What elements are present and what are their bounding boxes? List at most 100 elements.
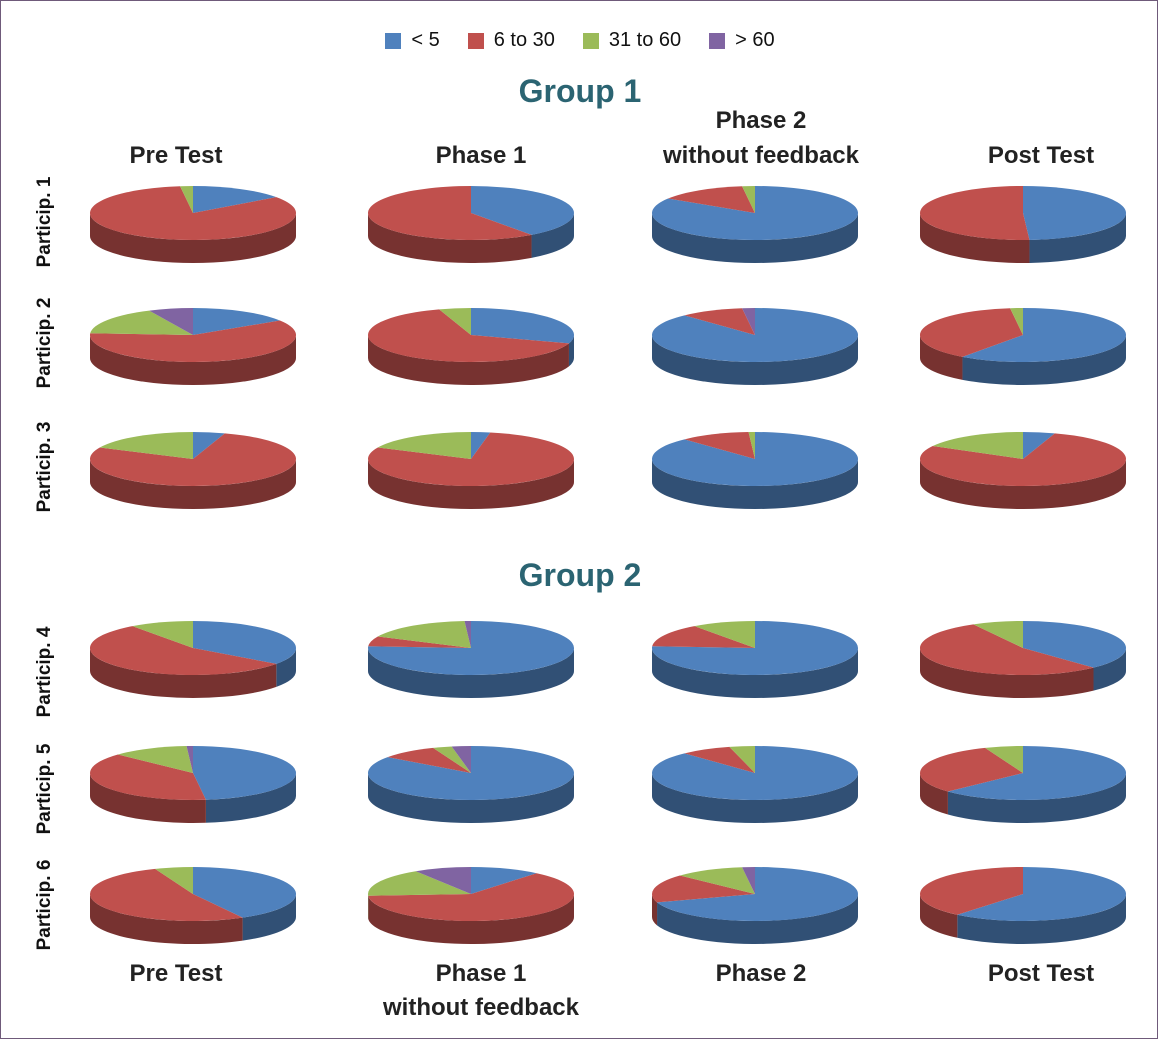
pie-slice-lt5 [471,432,491,459]
legend-swatch [709,32,726,49]
pie-chart [919,432,1126,509]
legend-swatch [385,32,402,49]
pie-side-lt5 [242,894,296,941]
pie-slice-lt5 [657,867,858,922]
pie-chart [89,621,296,698]
pie-chart [652,308,858,385]
column-header-phase-2-note: without feedback [662,142,860,169]
pie-side-lt5 [657,894,858,945]
pie-slice-6to30 [652,875,755,903]
pie-slice-lt5 [193,432,225,459]
pie-slice-lt5 [193,867,297,918]
pie-side-lt5 [531,213,574,258]
pie-side-lt5 [1093,648,1126,691]
pie-slice-lt5 [652,746,859,800]
pie-side-lt5 [205,773,296,823]
pie-side-lt5 [652,335,858,385]
pie-slice-31to60 [932,432,1023,459]
pie-chart [368,746,575,823]
pie-slice-31to60 [1010,308,1023,335]
pie-side-lt5 [652,459,858,509]
pie-slice-6to30 [90,868,243,921]
pie-slice-lt5 [471,186,574,235]
group-1-title: Group 1 [518,73,642,109]
pie-chart [919,186,1126,263]
pie-side-lt5 [1029,213,1126,263]
pie-side-6to30 [90,648,277,698]
pie-slice-6to30 [90,433,297,486]
pie-side-lt5 [962,335,1126,385]
pie-side-6to30 [368,459,574,509]
column-header-phase-1: Phase 1 [435,142,527,169]
pie-chart [90,432,297,509]
pie-slice-31to60 [180,186,193,213]
pie-side-6to30 [920,773,948,815]
pie-side-lt5 [276,648,296,687]
pie-side-lt5 [652,648,858,698]
legend-entry: 6 to 30 [467,29,555,52]
pie-slice-lt5 [962,308,1127,362]
pie-slice-gt60 [742,308,755,335]
pie-chart [652,186,859,263]
pie-slice-31to60 [377,621,471,648]
pie-slice-6to30 [684,308,755,335]
pie-side-6to30 [90,213,296,263]
pie-slice-31to60 [748,432,755,459]
pie-side-lt5 [652,213,858,263]
pie-chart [919,621,1126,698]
legend-entry: < 5 [385,29,440,52]
pie-slice-6to30 [90,186,297,241]
pie-slice-31to60 [117,746,193,773]
pie-slice-31to60 [729,746,755,773]
pie-slice-6to30 [90,320,297,363]
pie-slice-lt5 [193,186,277,213]
pie-slice-6to30 [920,308,1023,357]
pie-slice-lt5 [193,621,296,664]
pie-slice-6to30 [89,626,277,676]
pie-slice-31to60 [155,867,193,894]
pie-slice-31to60 [99,432,193,459]
pie-slice-6to30 [368,636,471,648]
pie-slice-gt60 [464,621,471,648]
pie-chart [90,308,297,385]
pie-side-6to30 [920,894,958,938]
legend: < 5 6 to 30 31 to 60 > 60 [1,29,1157,52]
pie-slice-31to60 [132,621,193,648]
pie-side-6to30 [919,335,963,380]
pie-chart [367,186,574,263]
column-header-post-test: Post Test [987,142,1095,169]
pie-slice-6to30 [89,754,206,800]
pie-side-6to30 [652,894,658,926]
pie-slice-31to60 [973,621,1023,648]
bottom-header-phase-1: Phase 1 [435,960,527,987]
pie-slice-31to60 [694,621,755,648]
group-2-title: Group 2 [518,557,642,593]
pie-side-lt5 [947,773,1126,823]
pie-side-6to30 [90,459,296,509]
bottom-header-post-test: Post Test [987,960,1095,987]
pie-chart [652,867,858,945]
pie-slice-lt5 [193,746,297,800]
pie-chart [651,621,859,698]
pie-slice-6to30 [668,186,755,213]
pie-slice-6to30 [684,432,755,459]
pie-side-lt5 [368,648,574,698]
pie-slice-gt60 [742,867,755,894]
pie-slice-gt60 [415,867,471,894]
pie-slice-gt60 [186,746,193,773]
pie-slice-lt5 [957,867,1127,921]
pie-side-6to30 [920,648,1094,698]
bottom-header-pre-test: Pre Test [129,960,223,987]
pie-slice-gt60 [451,746,471,773]
bottom-header-phase-2: Phase 2 [715,960,807,987]
pie-slice-6to30 [920,867,1023,915]
pie-chart [920,746,1127,823]
pie-chart [367,867,574,944]
pie-chart [368,432,575,509]
pie-slice-6to30 [387,747,471,773]
pie-chart [368,308,574,385]
legend-swatch [582,32,599,49]
pie-slice-31to60 [679,867,755,894]
pie-slice-lt5 [471,308,574,344]
